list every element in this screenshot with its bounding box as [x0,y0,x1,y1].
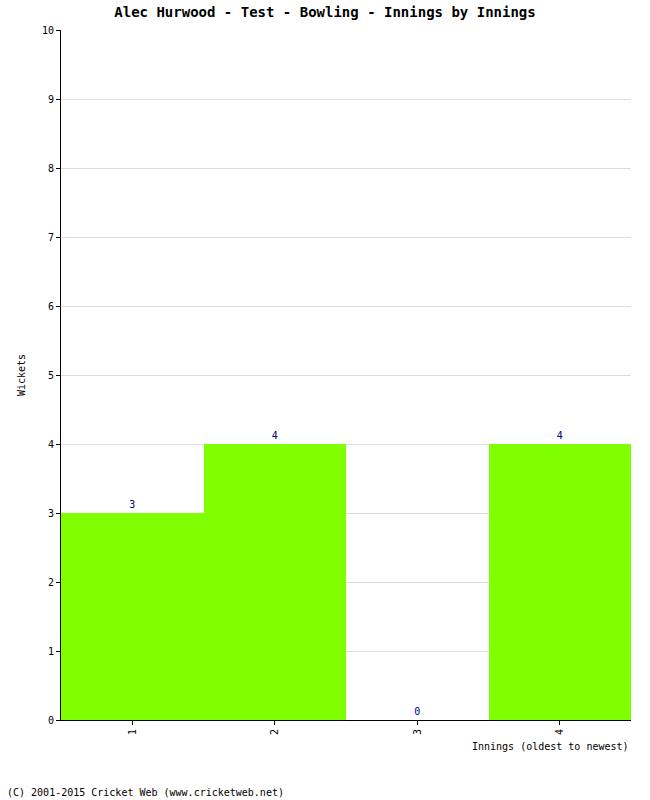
svg-text:8: 8 [48,163,54,174]
svg-text:5: 5 [48,370,54,381]
svg-text:4: 4 [554,729,565,735]
svg-text:10: 10 [42,25,54,36]
svg-text:4: 4 [272,430,278,441]
svg-text:2: 2 [269,729,280,735]
svg-text:4: 4 [48,439,54,450]
svg-text:Innings (oldest to newest): Innings (oldest to newest) [472,741,629,752]
svg-text:9: 9 [48,94,54,105]
svg-text:2: 2 [48,577,54,588]
svg-text:3: 3 [129,499,135,510]
svg-text:0: 0 [414,706,420,717]
svg-text:1: 1 [127,729,138,735]
svg-text:1: 1 [48,646,54,657]
svg-text:(C) 2001-2015 Cricket Web (www: (C) 2001-2015 Cricket Web (www.cricketwe… [7,787,284,798]
svg-text:Alec Hurwood - Test - Bowling: Alec Hurwood - Test - Bowling - Innings … [114,4,535,20]
svg-text:3: 3 [48,508,54,519]
svg-text:0: 0 [48,715,54,726]
svg-text:6: 6 [48,301,54,312]
svg-text:4: 4 [557,430,563,441]
svg-text:3: 3 [412,729,423,735]
svg-text:Wickets: Wickets [16,354,27,396]
svg-text:7: 7 [48,232,54,243]
